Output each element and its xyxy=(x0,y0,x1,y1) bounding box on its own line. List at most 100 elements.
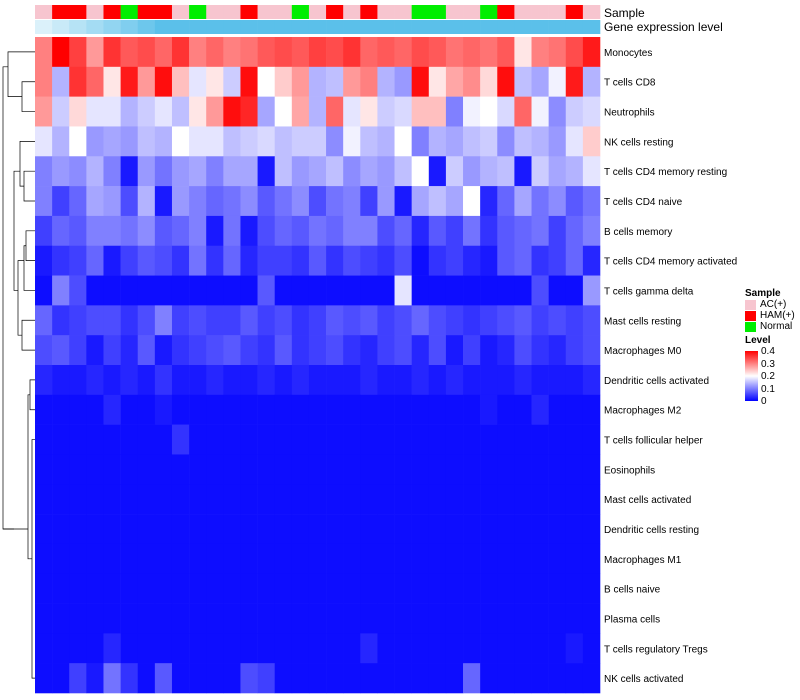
heatmap-cell xyxy=(137,275,156,306)
gene-expression-cell xyxy=(86,20,104,34)
heatmap-cell xyxy=(308,245,327,276)
heatmap-cell xyxy=(565,275,584,306)
heatmap-cell xyxy=(428,633,447,664)
heatmap-cell xyxy=(308,126,327,157)
heatmap-cell xyxy=(565,186,584,217)
row-label: B cells memory xyxy=(604,227,672,238)
row-label: T cells CD4 memory activated xyxy=(604,257,737,268)
heatmap-cell xyxy=(257,663,275,694)
heatmap-cell xyxy=(171,156,190,187)
heatmap-cell xyxy=(240,663,258,694)
heatmap-cell xyxy=(497,96,515,127)
heatmap-cell xyxy=(445,514,464,545)
heatmap-cell xyxy=(240,484,258,515)
heatmap-cell xyxy=(445,454,464,485)
heatmap-cell xyxy=(257,454,275,485)
heatmap-cell xyxy=(35,663,53,694)
heatmap-cell xyxy=(497,156,515,187)
heatmap-cell xyxy=(308,365,327,396)
heatmap-cell xyxy=(445,186,464,217)
heatmap-cell xyxy=(360,215,378,247)
heatmap-cell xyxy=(35,633,53,664)
heatmap-cell xyxy=(463,603,481,634)
heatmap-cell xyxy=(394,215,412,247)
heatmap-cell xyxy=(343,663,361,694)
heatmap-cell xyxy=(497,394,515,425)
heatmap-cell xyxy=(35,66,53,97)
heatmap-cell xyxy=(428,454,447,485)
heatmap-cell xyxy=(137,37,156,68)
heatmap-cell xyxy=(103,245,121,276)
dendrogram-branch xyxy=(29,379,35,411)
heatmap-cell xyxy=(308,603,327,634)
heatmap-cell xyxy=(291,305,310,336)
heatmap-cell xyxy=(514,514,532,545)
heatmap-cell xyxy=(394,633,412,664)
heatmap-cell xyxy=(565,96,584,127)
gene-expression-cell xyxy=(291,20,310,34)
heatmap-cell xyxy=(103,573,121,604)
heatmap-cell xyxy=(326,603,344,634)
heatmap-cell xyxy=(35,245,53,276)
heatmap-cell xyxy=(206,96,224,127)
heatmap-cell xyxy=(291,514,310,545)
heatmap-cell xyxy=(240,514,258,545)
heatmap-cell xyxy=(497,37,515,68)
heatmap-cell xyxy=(137,186,156,217)
row-labels: Monocytes T cells CD8 Neutrophils NK cells … xyxy=(604,48,737,685)
heatmap-cell xyxy=(497,424,515,455)
heatmap-cell xyxy=(274,275,293,306)
heatmap-cell xyxy=(531,275,549,306)
heatmap-cell xyxy=(86,543,104,575)
heatmap-cell xyxy=(582,365,601,396)
heatmap-cell xyxy=(171,96,190,127)
heatmap-cell xyxy=(531,156,549,187)
heatmap-cell xyxy=(548,663,567,694)
heatmap-cell xyxy=(206,66,224,97)
heatmap-cell xyxy=(206,573,224,604)
heatmap-cell xyxy=(206,37,224,68)
heatmap-cell xyxy=(274,335,293,366)
heatmap-cell xyxy=(582,424,601,455)
heatmap-cell xyxy=(206,424,224,455)
heatmap-cell xyxy=(206,335,224,366)
heatmap-cell xyxy=(411,156,430,187)
heatmap-cell xyxy=(189,514,207,545)
heatmap-cell xyxy=(137,663,156,694)
heatmap-cell xyxy=(52,215,70,247)
heatmap-cell xyxy=(480,335,498,366)
heatmap-cell xyxy=(394,543,412,575)
heatmap-cell xyxy=(531,543,549,575)
heatmap-cell xyxy=(497,543,515,575)
heatmap-cell xyxy=(548,603,567,634)
heatmap-cell xyxy=(189,454,207,485)
heatmap-cell xyxy=(377,37,395,68)
heatmap-cell xyxy=(206,186,224,217)
heatmap-cell xyxy=(103,96,121,127)
heatmap-cell xyxy=(103,365,121,396)
heatmap-cell xyxy=(257,96,275,127)
heatmap-cell xyxy=(463,275,481,306)
heatmap-cell xyxy=(497,484,515,515)
heatmap-cell xyxy=(497,275,515,306)
heatmap-cell xyxy=(343,37,361,68)
heatmap-cell xyxy=(69,245,87,276)
heatmap-cell xyxy=(223,215,241,247)
heatmap-cell xyxy=(257,37,275,68)
heatmap-cell xyxy=(480,454,498,485)
heatmap-cell xyxy=(343,603,361,634)
heatmap-cell xyxy=(257,215,275,247)
dendrogram-branch xyxy=(19,141,35,187)
row-label: Eosinophils xyxy=(604,465,655,476)
heatmap-cell xyxy=(154,245,173,276)
heatmap-cell xyxy=(548,454,567,485)
level-tick-0.3: 0.3 xyxy=(761,358,775,370)
heatmap-cell xyxy=(428,305,447,336)
heatmap-cell xyxy=(274,424,293,455)
sample-annotation-cell xyxy=(514,5,532,19)
heatmap-cell xyxy=(326,454,344,485)
heatmap-cell xyxy=(137,543,156,575)
heatmap-cell xyxy=(35,215,53,247)
heatmap-cell xyxy=(103,37,121,68)
heatmap-cell xyxy=(394,66,412,97)
